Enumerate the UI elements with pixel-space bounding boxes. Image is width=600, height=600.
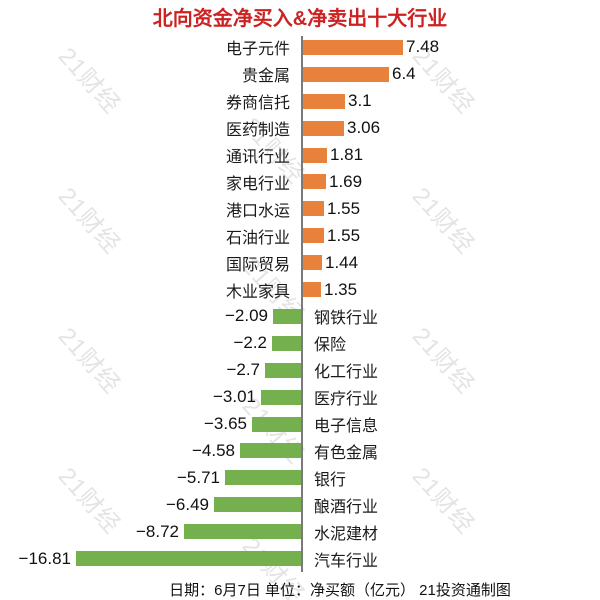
value-label: −16.81 (18, 548, 71, 568)
zero-axis-line (301, 36, 303, 572)
bar-row: 石油行业 1.55 (0, 222, 600, 249)
bar-row: 家电行业 1.69 (0, 169, 600, 196)
bar-row: 银行 −5.71 (0, 464, 600, 491)
net-sell-bar (240, 443, 301, 459)
value-label: 3.1 (348, 91, 372, 111)
bar-row: 券商信托 3.1 (0, 88, 600, 115)
value-label: 1.55 (327, 198, 361, 218)
category-label: 有色金属 (314, 444, 379, 462)
net-buy-bar (303, 282, 321, 298)
bar-row: 国际贸易 1.44 (0, 249, 600, 276)
category-label: 酿酒行业 (314, 498, 379, 516)
net-buy-bar (303, 120, 344, 136)
value-label: 1.55 (327, 225, 361, 245)
category-label: 钢铁行业 (314, 310, 379, 328)
bar-row: 贵金属 6.4 (0, 61, 600, 88)
value-label: −4.58 (191, 440, 235, 460)
value-label: −3.65 (203, 414, 247, 434)
net-buy-bar (303, 228, 324, 244)
net-sell-bar (225, 470, 301, 486)
category-label: 水泥建材 (314, 525, 379, 543)
bar-row: 港口水运 1.55 (0, 195, 600, 222)
net-sell-bar (265, 362, 301, 378)
value-label: −3.01 (212, 387, 256, 407)
category-label: 港口水运 (225, 202, 290, 220)
bar-row: 电子信息 −3.65 (0, 411, 600, 438)
value-label: −2.2 (233, 333, 267, 353)
net-buy-bar (303, 255, 322, 271)
value-label: 1.81 (330, 145, 364, 165)
bar-row: 保险 −2.2 (0, 330, 600, 357)
category-label: 贵金属 (241, 68, 290, 86)
bar-row: 医疗行业 −3.01 (0, 384, 600, 411)
net-sell-bar (272, 335, 301, 351)
category-label: 保险 (314, 337, 347, 355)
category-label: 化工行业 (314, 364, 379, 382)
net-sell-bar (214, 497, 301, 513)
bar-row: 钢铁行业 −2.09 (0, 303, 600, 330)
bar-row: 水泥建材 −8.72 (0, 518, 600, 545)
net-buy-bar (303, 174, 326, 190)
bar-row: 通讯行业 1.81 (0, 142, 600, 169)
category-label: 电子信息 (314, 418, 379, 436)
category-label: 券商信托 (225, 95, 290, 113)
category-label: 医疗行业 (314, 391, 379, 409)
net-sell-bar (273, 308, 301, 324)
value-label: −8.72 (135, 521, 179, 541)
category-label: 家电行业 (225, 175, 290, 193)
value-label: 6.4 (392, 64, 416, 84)
value-label: 1.44 (325, 252, 359, 272)
category-label: 医药制造 (225, 122, 290, 140)
bar-row: 酿酒行业 −6.49 (0, 491, 600, 518)
net-sell-bar (184, 524, 301, 540)
bar-row: 汽车行业 −16.81 (0, 545, 600, 572)
bar-row: 木业家具 1.35 (0, 276, 600, 303)
category-label: 木业家具 (225, 283, 290, 301)
value-label: −5.71 (176, 467, 220, 487)
net-sell-bar (252, 416, 301, 432)
bar-row: 医药制造 3.06 (0, 115, 600, 142)
value-label: −2.09 (224, 306, 268, 326)
category-label: 银行 (314, 471, 347, 489)
net-sell-bar (261, 389, 301, 405)
value-label: −6.49 (165, 494, 209, 514)
bar-row: 电子元件 7.48 (0, 34, 600, 61)
value-label: −2.7 (226, 360, 260, 380)
category-label: 通讯行业 (225, 149, 290, 167)
category-label: 电子元件 (225, 41, 290, 59)
value-label: 1.69 (329, 171, 363, 191)
bar-row: 化工行业 −2.7 (0, 357, 600, 384)
category-label: 汽车行业 (314, 552, 379, 570)
category-label: 石油行业 (225, 229, 290, 247)
category-label: 国际贸易 (225, 256, 290, 274)
net-buy-bar (303, 201, 324, 217)
chart-footer: 日期：6月7日 单位：净买额（亿元） 21投资通制图 (169, 582, 511, 599)
net-buy-bar (303, 93, 345, 109)
net-buy-bar (303, 66, 389, 82)
net-sell-bar (76, 551, 301, 567)
net-buy-bar (303, 147, 327, 163)
chart-title: 北向资金净买入&净卖出十大行业 (152, 8, 448, 30)
bar-row: 有色金属 −4.58 (0, 438, 600, 465)
value-label: 7.48 (406, 37, 440, 57)
net-buy-bar (303, 39, 403, 55)
value-label: 3.06 (347, 118, 381, 138)
value-label: 1.35 (324, 279, 358, 299)
